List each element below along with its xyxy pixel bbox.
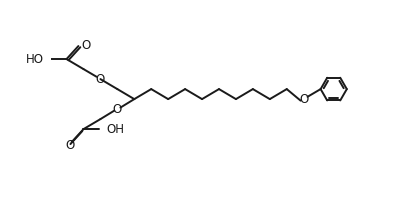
Text: OH: OH [106,123,124,136]
Text: O: O [113,103,122,116]
Text: O: O [65,139,75,152]
Text: O: O [299,93,308,106]
Text: O: O [96,72,105,85]
Text: HO: HO [26,53,44,66]
Text: O: O [81,39,91,52]
